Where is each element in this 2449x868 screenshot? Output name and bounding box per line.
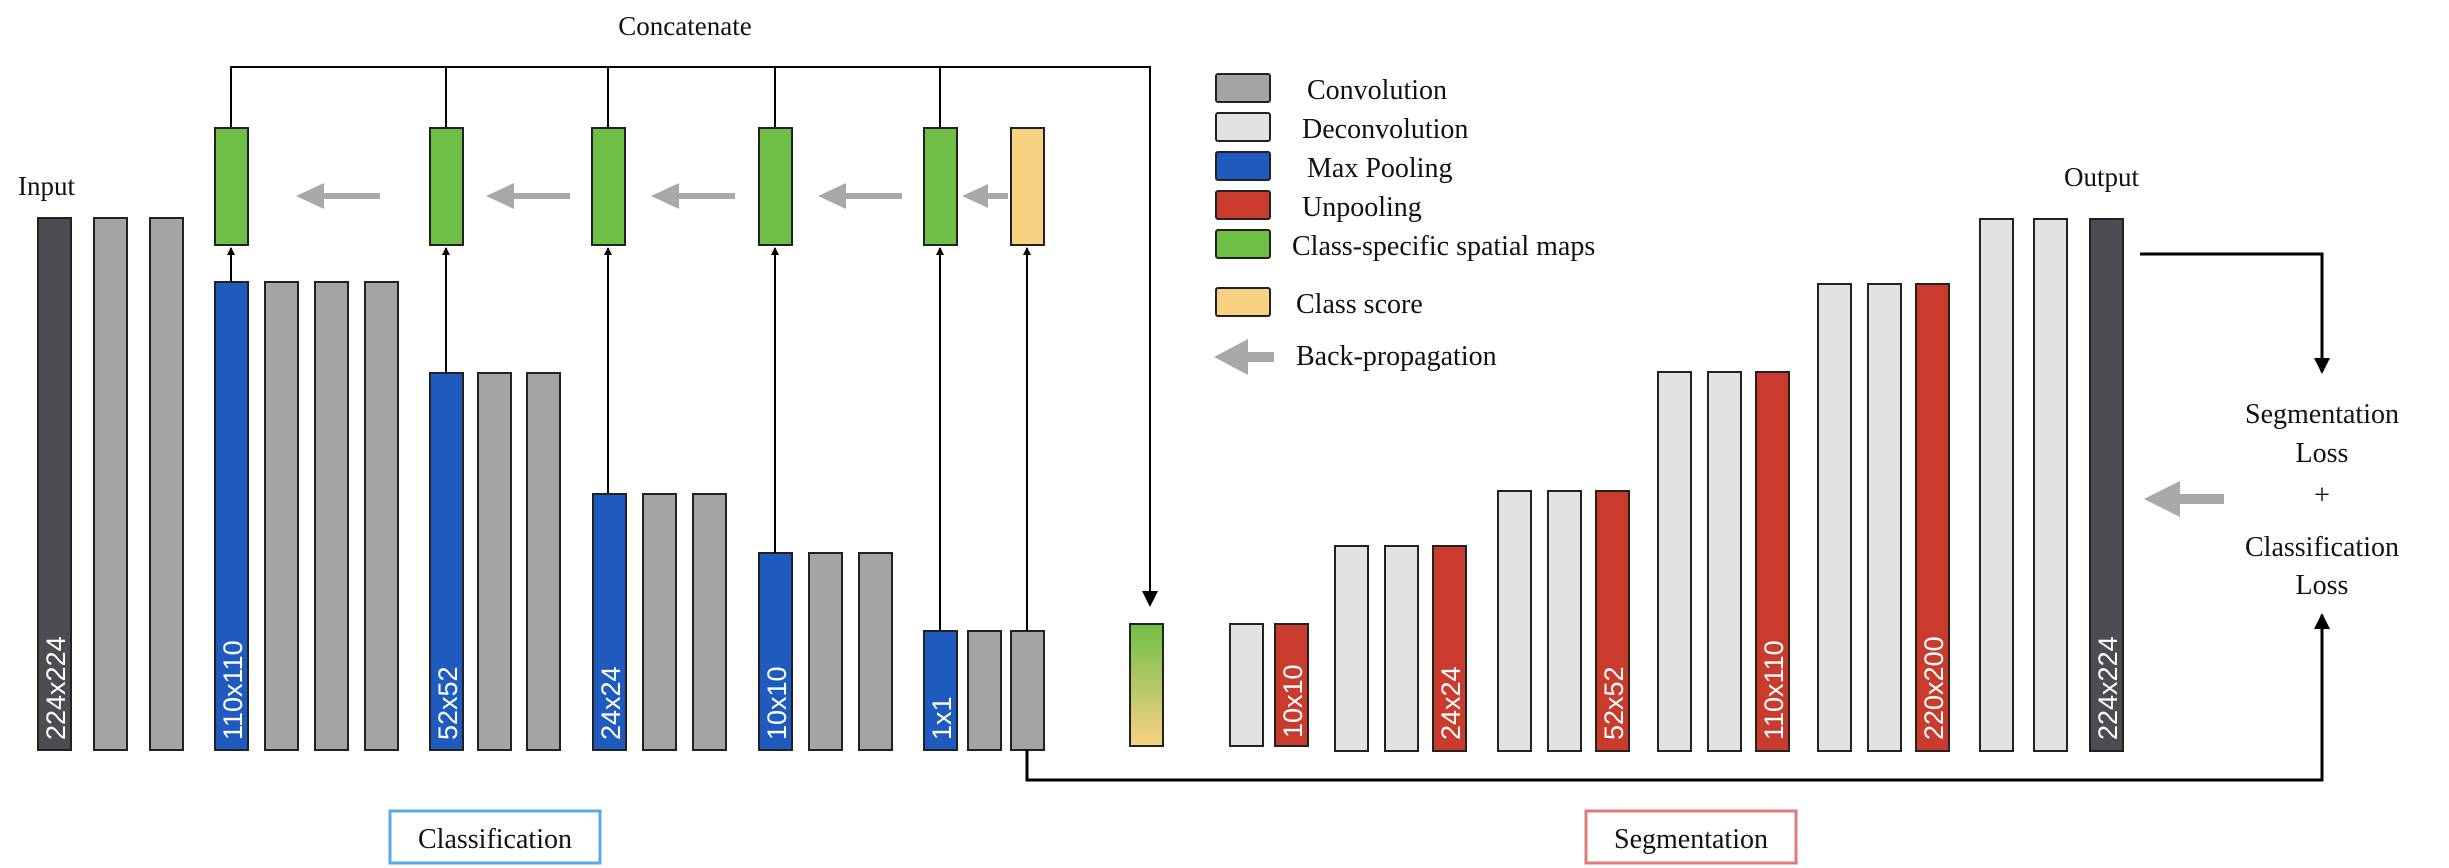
decoder-layers [1229,218,2124,752]
encoder-to-loss-arrow [1025,613,2330,782]
concatenate-label: Concatenate [618,11,751,41]
loss-line-classification: Classification [2245,532,2399,563]
class-specific-maps [214,127,1045,246]
encoder-size-labels: 224x224 110x110 52x52 24x24 10x10 1x1 [41,636,957,740]
deconv-layer [1657,371,1692,752]
encoder-layers [37,217,1045,751]
legend-label-max-pooling: Max Pooling [1307,153,1452,184]
conv-layer [314,281,349,751]
size-label-unpool1: 10x10 [1278,664,1308,738]
map-arrows [227,247,1031,631]
output-label: Output [2064,162,2140,192]
legend-swatch-deconvolution [1215,112,1271,142]
size-label-unpool3: 52x52 [1599,666,1629,740]
legend-label-deconvolution: Deconvolution [1302,114,1468,145]
deconv-layer [1384,545,1419,752]
legend-swatch-class-maps [1215,229,1271,259]
conv-layer [1010,630,1045,751]
size-label-pool5: 1x1 [927,696,957,740]
segmentation-section: Segmentation [1584,809,1798,865]
size-label-output: 224x224 [2093,636,2123,740]
unpooling-layer [1755,371,1790,752]
unpooling-layer [1595,490,1630,752]
backprop-arrow-icon [651,183,735,209]
unpooling-layer [1274,623,1309,747]
backprop-arrow-icon [2144,481,2224,517]
input-layer [37,217,72,751]
size-label-pool2: 52x52 [433,666,463,740]
legend: Convolution Deconvolution Max Pooling Un… [1214,73,1595,375]
loss-line-segmentation: Segmentation [2245,399,2399,430]
concatenate-connector [230,66,1158,607]
decoder-size-labels: 10x10 24x24 52x52 110x110 220x200 224x22… [1278,636,2123,740]
deconv-layer [1707,371,1742,752]
legend-label-class-score: Class score [1296,289,1423,320]
output-layer [2089,218,2124,752]
classification-box [388,809,602,865]
legend-backprop-arrow-icon [1214,339,1274,375]
size-label-pool4: 10x10 [762,666,792,740]
deconv-layer [1229,623,1264,747]
concatenated-class-map [1129,623,1164,747]
deconv-layer [1979,218,2014,752]
class-map [758,127,793,246]
loss-line-loss1: Loss [2296,438,2349,469]
deconv-layer [1334,545,1369,752]
segmentation-box [1584,809,1798,865]
class-map [214,127,249,246]
backprop-arrow-icon [296,183,380,209]
legend-label-class-maps: Class-specific spatial maps [1292,231,1595,262]
legend-swatch-unpooling [1215,190,1271,220]
conv-layer [642,493,677,751]
conv-layer [967,630,1002,751]
backprop-arrow-icon [962,184,1008,208]
class-map [429,127,464,246]
classification-section: Classification [388,809,602,865]
max-pooling-layer [592,493,627,751]
legend-swatch-max-pooling [1215,151,1271,181]
legend-label-unpooling: Unpooling [1302,192,1422,223]
size-label-input: 224x224 [41,636,71,740]
legend-swatch-class-score [1215,287,1271,317]
size-label-unpool5: 220x200 [1919,636,1949,740]
size-label-pool3: 24x24 [596,666,626,740]
conv-layer [808,552,843,751]
conv-layer [858,552,893,751]
max-pooling-layer [214,281,249,751]
deconv-layer [1817,283,1852,752]
loss-text: Segmentation Loss + Classification Loss [2245,399,2399,601]
deconv-layer [1547,490,1582,752]
deconv-layer [1497,490,1532,752]
conv-layer [264,281,299,751]
class-map [591,127,626,246]
legend-label-backprop: Back-propagation [1296,341,1497,372]
conv-layer [692,493,727,751]
conv-layer [364,281,399,751]
backprop-arrow-icon [818,183,902,209]
legend-label-convolution: Convolution [1307,75,1447,106]
loss-line-loss2: Loss [2296,570,2349,601]
unpooling-layer [1915,283,1950,752]
size-label-unpool4: 110x110 [1759,640,1789,740]
size-label-pool1: 110x110 [218,640,248,740]
segmentation-box-label: Segmentation [1614,824,1768,855]
output-to-loss-arrow [2140,252,2330,374]
size-label-unpool2: 24x24 [1436,666,1466,740]
deconv-layer [1867,283,1902,752]
classification-box-label: Classification [418,824,572,855]
input-label: Input [18,171,75,201]
conv-layer [526,372,561,751]
class-map [923,127,958,246]
backprop-arrow-icon [486,183,570,209]
conv-layer [93,217,128,751]
legend-swatch-convolution [1215,73,1271,103]
unpooling-layer [1432,545,1467,752]
loss-plus: + [2314,480,2330,511]
conv-layer [477,372,512,751]
deconv-layer [2033,218,2068,752]
backprop-arrows-top [296,183,1008,209]
conv-layer [149,217,184,751]
class-score [1010,127,1045,246]
